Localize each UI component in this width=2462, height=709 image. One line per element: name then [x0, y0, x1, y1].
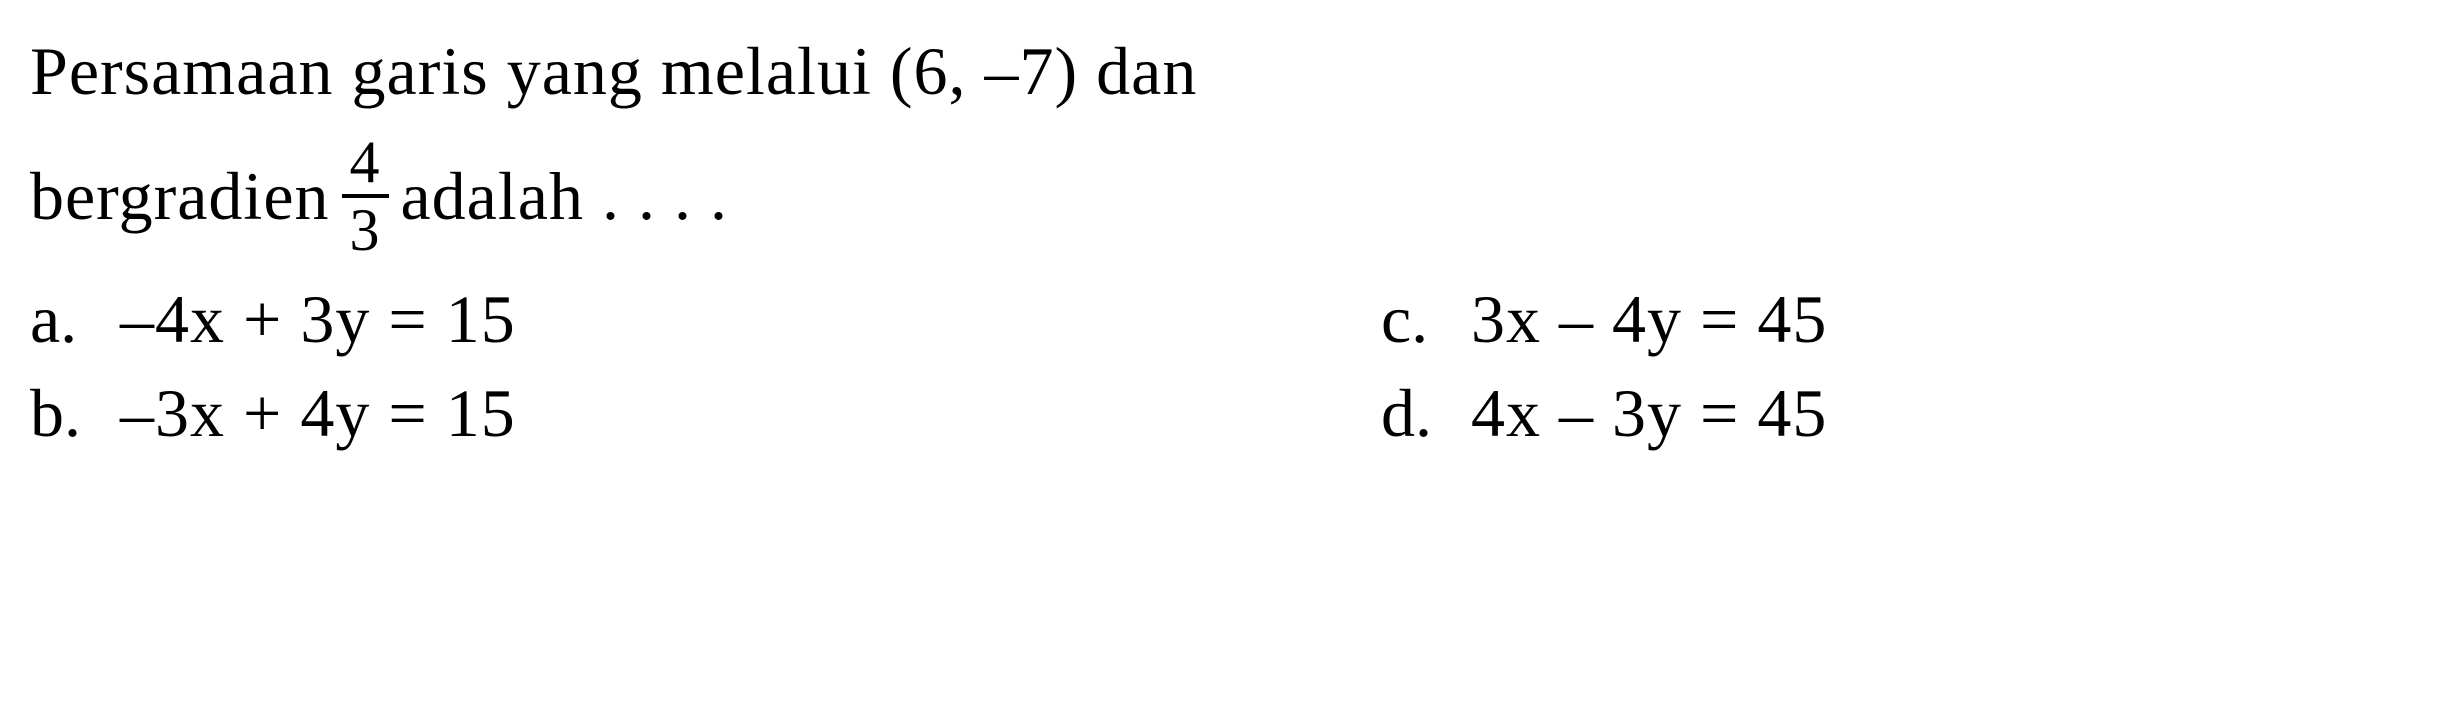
option-d-equation: 4x – 3y = 45 — [1471, 374, 1827, 453]
option-b-label: b. — [30, 374, 120, 453]
fraction-numerator: 4 — [342, 132, 389, 198]
option-b-equation: –3x + 4y = 15 — [120, 374, 516, 453]
option-b: b. –3x + 4y = 15 — [30, 374, 1081, 453]
question-line2: bergradien 4 3 adalah . . . . — [30, 132, 2432, 260]
option-d-label: d. — [1381, 374, 1471, 453]
question-line1: Persamaan garis yang melalui (6, –7) dan — [30, 20, 2432, 122]
option-c-label: c. — [1381, 280, 1471, 359]
option-a-label: a. — [30, 280, 120, 359]
options-grid: a. –4x + 3y = 15 c. 3x – 4y = 45 b. –3x … — [30, 280, 2432, 453]
option-c-equation: 3x – 4y = 45 — [1471, 280, 1827, 359]
option-a-equation: –4x + 3y = 15 — [120, 280, 516, 359]
option-d: d. 4x – 3y = 45 — [1381, 374, 2432, 453]
option-a: a. –4x + 3y = 15 — [30, 280, 1081, 359]
option-c: c. 3x – 4y = 45 — [1381, 280, 2432, 359]
question-block: Persamaan garis yang melalui (6, –7) dan… — [30, 20, 2432, 260]
fraction: 4 3 — [342, 132, 389, 260]
line2-before: bergradien — [30, 145, 330, 247]
fraction-denominator: 3 — [342, 198, 389, 260]
line2-after: adalah . . . . — [401, 145, 728, 247]
